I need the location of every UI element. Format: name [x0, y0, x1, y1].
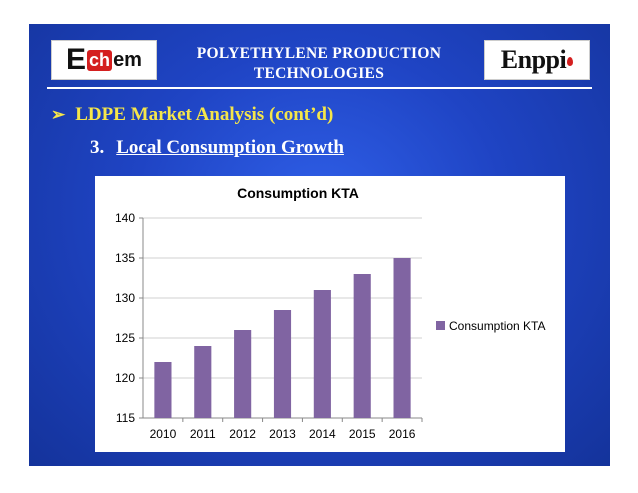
y-tick-label: 120: [115, 371, 135, 385]
legend-label: Consumption KTA: [449, 319, 546, 333]
y-tick-label: 125: [115, 331, 135, 345]
subheading-number: 3.: [90, 137, 105, 158]
chart-area: Consumption KTA 115 120 125 130 135 140 2010 201…: [95, 176, 565, 452]
enppi-logo-text: Enppi: [500, 45, 567, 74]
x-tick-label: 2016: [389, 427, 416, 441]
arrow-bullet-icon: ➢: [51, 105, 66, 124]
y-tick-label: 140: [115, 211, 135, 225]
section-bullet: ➢ LDPE Market Analysis (cont’d): [51, 104, 333, 126]
subheading: 3. Local Consumption Growth: [90, 137, 344, 159]
x-tick-label: 2011: [190, 427, 216, 441]
echem-logo-e: E: [66, 43, 87, 76]
bar-2010: [154, 362, 172, 418]
enppi-logo: Enppi: [484, 40, 590, 80]
x-tick-label: 2012: [229, 427, 256, 441]
bar-2014: [313, 290, 331, 418]
echem-logo-ch: ch: [87, 49, 113, 71]
x-tick-label: 2014: [309, 427, 336, 441]
x-tick-label: 2015: [349, 427, 376, 441]
consumption-chart: Consumption KTA 115 120 125 130 135 140 2010 201…: [115, 185, 546, 441]
header-title-line2: TECHNOLOGIES: [253, 65, 385, 82]
bullet-text: LDPE Market Analysis (cont’d): [75, 104, 334, 125]
y-tick-label: 135: [115, 251, 135, 265]
x-tick-label: 2010: [150, 427, 177, 441]
header-divider: [47, 87, 592, 89]
bar-2011: [194, 346, 212, 418]
header-title: POLYETHYLENE PRODUCTION TECHNOLOGIES: [164, 44, 474, 84]
subheading-text: Local Consumption Growth: [116, 137, 344, 158]
chart-title: Consumption KTA: [237, 185, 359, 201]
bar-2012: [234, 330, 252, 418]
header-title-line1: POLYETHYLENE PRODUCTION: [196, 45, 442, 62]
flame-icon: [567, 57, 574, 66]
y-tick-label: 130: [115, 291, 135, 305]
y-tick-label: 115: [116, 411, 135, 425]
echem-logo-em: em: [113, 48, 142, 71]
bar-2016: [393, 258, 411, 418]
bar-2015: [353, 274, 371, 418]
legend-swatch: [436, 321, 445, 330]
x-tick-label: 2013: [269, 427, 296, 441]
bar-2013: [273, 310, 292, 418]
